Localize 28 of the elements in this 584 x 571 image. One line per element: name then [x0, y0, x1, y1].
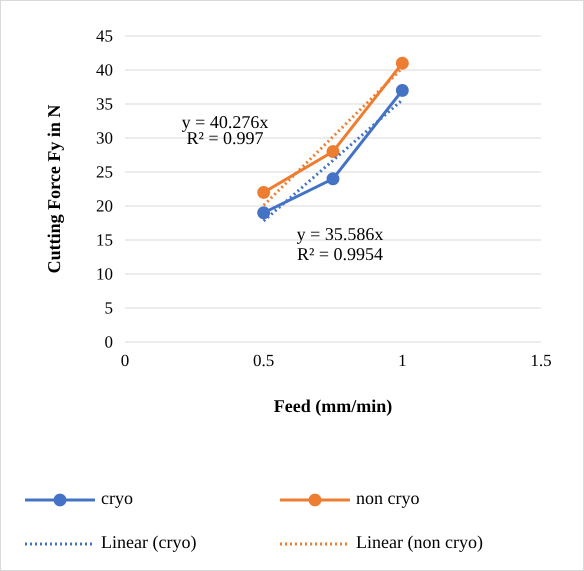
y-tick-label: 0: [104, 332, 113, 352]
point: [396, 56, 409, 70]
y-tick-label: 30: [96, 128, 113, 148]
y-tick-label: 20: [96, 196, 113, 216]
y-tick-label: 5: [104, 298, 113, 318]
point: [326, 145, 340, 158]
annotation: R² = 0.9954: [296, 244, 384, 264]
y-tick-label: 40: [96, 60, 113, 80]
y-axis-title: Cutting Force Fy in N: [44, 104, 64, 274]
point: [257, 206, 270, 220]
point: [326, 172, 340, 186]
point: [396, 84, 409, 97]
legend-label: Linear (non cryo): [356, 532, 483, 552]
annotation: y = 35.586x: [296, 224, 384, 244]
y-tick-label: 10: [96, 264, 113, 284]
x-tick-label: 0.5: [253, 351, 274, 370]
x-tick-label: 1.5: [530, 351, 552, 370]
legend-label: Linear (cryo): [101, 532, 196, 552]
legend-label: non cryo: [356, 488, 420, 508]
y-tick-label: 15: [96, 230, 113, 250]
y-tick-label: 45: [96, 26, 113, 46]
x-tick-label: 0: [120, 351, 130, 370]
point: [257, 186, 270, 199]
x-axis-title: Feed (mm/min): [274, 396, 392, 416]
y-tick-label: 25: [96, 162, 113, 182]
x-tick-label: 1: [398, 351, 407, 370]
legend-label: cryo: [101, 488, 133, 508]
y-tick-label: 35: [96, 94, 113, 114]
